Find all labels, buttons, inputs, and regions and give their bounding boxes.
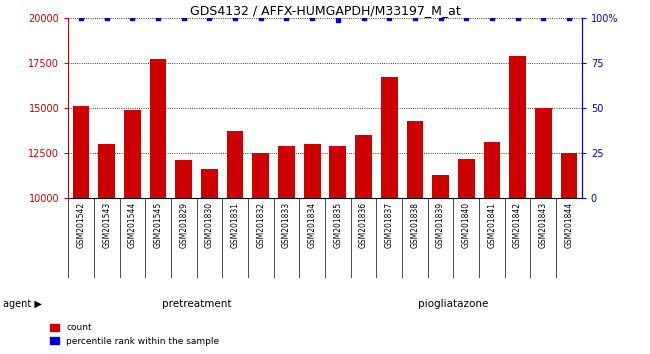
Point: [153, 15, 163, 21]
Bar: [484, 142, 501, 354]
Bar: [381, 77, 398, 354]
Point: [307, 15, 317, 21]
Bar: [176, 160, 192, 354]
Point: [358, 15, 369, 21]
Point: [76, 15, 86, 21]
Bar: [98, 144, 115, 354]
Bar: [252, 153, 269, 354]
Point: [512, 15, 523, 21]
Text: GSM201844: GSM201844: [564, 202, 573, 249]
Bar: [150, 59, 166, 354]
Bar: [73, 106, 90, 354]
Bar: [227, 131, 244, 354]
Bar: [124, 110, 141, 354]
Text: GSM201837: GSM201837: [385, 202, 394, 249]
Bar: [330, 146, 346, 354]
Bar: [432, 175, 449, 354]
Point: [255, 15, 266, 21]
Point: [101, 15, 112, 21]
Bar: [560, 153, 577, 354]
Title: GDS4132 / AFFX-HUMGAPDH/M33197_M_at: GDS4132 / AFFX-HUMGAPDH/M33197_M_at: [190, 4, 460, 17]
Point: [564, 15, 574, 21]
Text: GSM201834: GSM201834: [307, 202, 317, 249]
Text: GSM201829: GSM201829: [179, 202, 188, 248]
Text: pretreatment: pretreatment: [162, 299, 231, 309]
Point: [461, 15, 471, 21]
Text: piogliatazone: piogliatazone: [418, 299, 489, 309]
Text: GSM201831: GSM201831: [231, 202, 240, 248]
Text: GSM201833: GSM201833: [282, 202, 291, 249]
Text: GSM201545: GSM201545: [153, 202, 162, 249]
Bar: [458, 159, 474, 354]
Bar: [509, 56, 526, 354]
Point: [230, 15, 240, 21]
Text: GSM201840: GSM201840: [462, 202, 471, 249]
Bar: [355, 135, 372, 354]
Legend: count, percentile rank within the sample: count, percentile rank within the sample: [50, 324, 220, 346]
Point: [384, 15, 395, 21]
Point: [410, 15, 420, 21]
Text: GSM201542: GSM201542: [77, 202, 86, 249]
Text: GSM201543: GSM201543: [102, 202, 111, 249]
Text: GSM201836: GSM201836: [359, 202, 368, 249]
Text: agent ▶: agent ▶: [3, 299, 42, 309]
Bar: [201, 169, 218, 354]
Text: GSM201830: GSM201830: [205, 202, 214, 249]
Text: GSM201832: GSM201832: [256, 202, 265, 248]
Bar: [535, 108, 552, 354]
Bar: [406, 121, 423, 354]
Bar: [278, 146, 295, 354]
Point: [436, 15, 446, 21]
Bar: [304, 144, 320, 354]
Text: GSM201838: GSM201838: [410, 202, 419, 248]
Point: [281, 15, 292, 21]
Point: [127, 15, 138, 21]
Text: GSM201843: GSM201843: [539, 202, 548, 249]
Text: GSM201544: GSM201544: [128, 202, 137, 249]
Point: [538, 15, 549, 21]
Text: GSM201835: GSM201835: [333, 202, 343, 249]
Point: [204, 15, 214, 21]
Point: [179, 15, 189, 21]
Text: GSM201842: GSM201842: [513, 202, 522, 248]
Text: GSM201841: GSM201841: [488, 202, 497, 248]
Point: [333, 17, 343, 22]
Point: [487, 15, 497, 21]
Text: GSM201839: GSM201839: [436, 202, 445, 249]
